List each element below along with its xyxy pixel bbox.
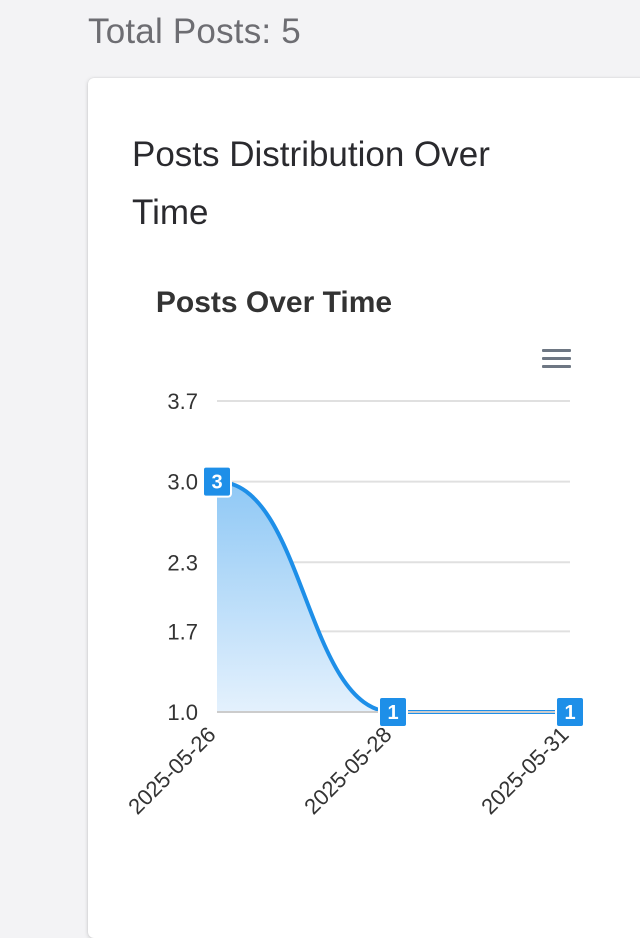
data-label-value: 1 <box>564 702 575 724</box>
data-label-bg <box>555 696 585 728</box>
y-tick-label: 3.0 <box>167 470 198 495</box>
card-title: Posts Distribution Over Time <box>132 135 490 232</box>
posts-chart: Posts Over Time 1.0 1.7 2.3 3.0 3.7 2025-05-… <box>123 286 585 819</box>
y-tick-label: 3.7 <box>167 389 198 414</box>
chart-menu-button[interactable] <box>536 340 576 376</box>
data-label: 3 <box>202 465 232 498</box>
chart-card: Posts Distribution Over Time <box>88 78 640 938</box>
data-label-value: 3 <box>211 472 222 494</box>
x-tick-label: 2025-05-28 <box>299 722 396 819</box>
hamburger-menu-icon <box>542 349 571 368</box>
x-tick-label: 2025-05-26 <box>123 722 220 819</box>
data-label: 1 <box>378 696 408 728</box>
y-tick-label: 1.0 <box>167 700 198 725</box>
x-axis-labels: 2025-05-26 2025-05-28 2025-05-31 <box>123 722 573 819</box>
chart-title: Posts Over Time <box>156 286 392 319</box>
total-posts-count: Total Posts: 5 <box>88 12 301 51</box>
data-label: 1 <box>555 696 585 728</box>
data-label-value: 1 <box>387 702 398 724</box>
x-tick-label: 2025-05-31 <box>476 722 573 819</box>
y-tick-label: 1.7 <box>167 619 198 644</box>
data-label-bg <box>378 696 408 728</box>
area-fill <box>217 481 570 712</box>
data-labels: 3 1 1 <box>202 465 585 728</box>
data-label-bg <box>202 465 232 498</box>
y-tick-label: 2.3 <box>167 550 198 575</box>
y-axis-labels: 1.0 1.7 2.3 3.0 3.7 <box>167 389 198 725</box>
